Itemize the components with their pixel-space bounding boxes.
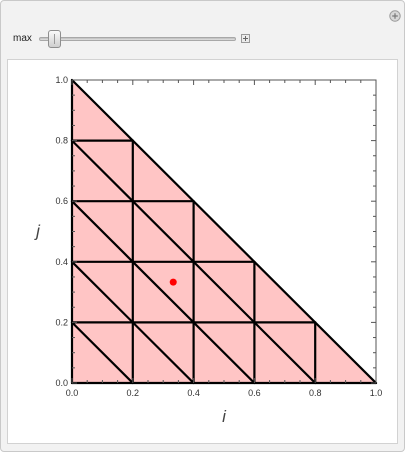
x-tick-label: 0.8 — [309, 388, 322, 398]
mesh-diagonal-line — [70, 200, 256, 385]
y-tick-label: 1.0 — [55, 75, 68, 85]
x-tick-label: 0.6 — [248, 388, 261, 398]
mesh-diagonal-line — [70, 78, 378, 385]
x-tick-label: 0.0 — [66, 388, 79, 398]
x-tick-label: 1.0 — [370, 388, 383, 398]
plus-circle-icon[interactable] — [389, 10, 401, 22]
x-tick-label: 0.2 — [127, 388, 140, 398]
x-tick-label: 0.4 — [187, 388, 200, 398]
y-axis-label: j — [34, 222, 41, 241]
plot-frame: 0.0 0.2 0.4 0.6 0.8 1.0 0.0 0.2 0.4 0.6 0.8 1.0 i j — [7, 59, 398, 444]
slider-label: max — [13, 33, 32, 44]
slider-thumb[interactable] — [48, 30, 62, 48]
x-axis-label: i — [222, 407, 227, 426]
mesh-diagonal-line — [70, 321, 134, 385]
y-tick-label: 0.4 — [55, 257, 68, 267]
mesh-diagonal-line — [70, 260, 195, 385]
triangle-mesh-plot: 0.0 0.2 0.4 0.6 0.8 1.0 0.0 0.2 0.4 0.6 0.8 1.0 i j — [34, 75, 383, 426]
y-tick-label: 0.6 — [55, 196, 68, 206]
y-tick-label: 0.2 — [55, 317, 68, 327]
mesh-diagonal-line — [70, 139, 317, 385]
red-point — [169, 278, 177, 286]
y-tick-label: 0.0 — [55, 378, 68, 388]
slider-track[interactable] — [39, 37, 236, 41]
plus-square-icon[interactable] — [241, 34, 250, 43]
y-tick-label: 0.8 — [55, 136, 68, 146]
